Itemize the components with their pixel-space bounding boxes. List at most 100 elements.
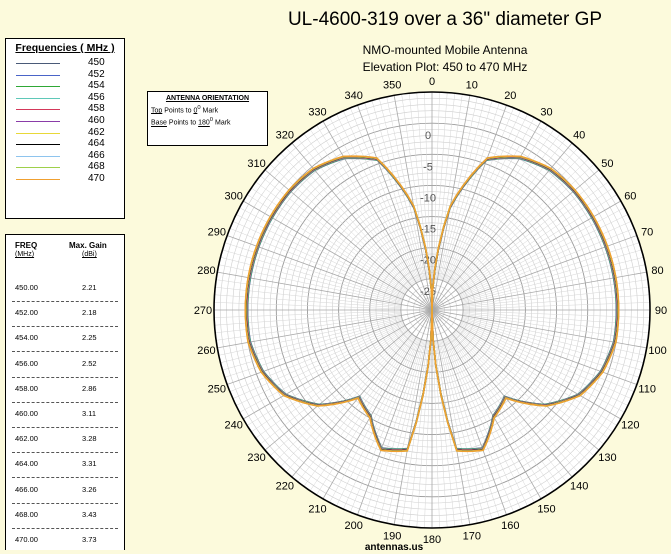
grid-spoke-major — [431, 309, 542, 499]
row-divider — [12, 326, 118, 328]
grid-spoke — [371, 100, 424, 281]
angle-tick-label: 100 — [648, 345, 666, 357]
grid-spoke — [297, 334, 414, 482]
row-divider — [12, 502, 118, 504]
grid-spoke — [454, 158, 589, 289]
grid-spoke — [443, 338, 514, 513]
legend-label: 462 — [88, 126, 105, 138]
angle-tick-label: 80 — [651, 265, 663, 277]
legend-item: 466 — [16, 150, 121, 161]
grid-spoke-major — [431, 309, 621, 420]
grid-spoke — [246, 326, 406, 426]
grid-spoke — [438, 340, 478, 524]
grid-spoke — [303, 133, 414, 285]
grid-spoke — [364, 102, 423, 281]
legend-item: 462 — [16, 126, 121, 138]
pattern-series-470 — [244, 155, 620, 453]
table-row: 450.00 2.21 — [6, 277, 124, 302]
freq-cell: 462.00 — [15, 434, 38, 444]
grid-spoke-major — [217, 271, 433, 311]
grid-spoke — [350, 107, 421, 282]
grid-spoke — [275, 331, 410, 462]
gain-cell: 2.18 — [82, 308, 97, 318]
grid-spoke — [336, 337, 419, 507]
grid-spoke — [444, 338, 521, 510]
gain-table: FREQ (MHz) Max. Gain (dBi) 450.00 2.21 452… — [5, 234, 125, 550]
angle-tick-label: 70 — [641, 227, 653, 239]
grid-spoke — [401, 94, 428, 280]
legend-header: Frequencies ( MHz ) — [15, 42, 115, 54]
grid-spoke — [329, 337, 418, 503]
angle-tick-label: 180 — [423, 534, 441, 546]
grid-spoke — [343, 338, 420, 510]
legend-label: 470 — [88, 173, 105, 184]
freq-cell: 452.00 — [15, 308, 38, 318]
freq-header: FREQ — [15, 241, 38, 250]
legend-swatch — [16, 179, 60, 180]
row-divider — [12, 401, 118, 403]
grid-spoke — [460, 322, 632, 399]
angle-tick-label: 40 — [573, 130, 585, 142]
grid-spoke — [449, 129, 555, 285]
grid-spoke — [424, 341, 432, 528]
grid-spoke-major — [431, 309, 471, 525]
grid-spoke-major — [357, 105, 433, 311]
gain-cell: 2.21 — [82, 283, 97, 292]
freq-cell: 466.00 — [15, 484, 38, 494]
legend-swatch — [16, 121, 60, 122]
grid-spoke — [450, 335, 561, 487]
angle-tick-label: 50 — [601, 158, 613, 170]
freq-cell: 460.00 — [15, 409, 38, 418]
grid-spoke — [222, 318, 403, 371]
angle-tick-label: 340 — [344, 90, 362, 102]
grid-spoke — [461, 319, 640, 378]
legend-swatch — [16, 109, 60, 111]
grid-spoke — [450, 138, 567, 286]
grid-spoke — [457, 327, 613, 433]
grid-spoke — [432, 341, 440, 528]
angle-tick-label: 200 — [344, 520, 362, 532]
grid-spoke — [350, 338, 421, 513]
grid-spoke — [448, 336, 548, 496]
grid-spoke — [303, 335, 414, 487]
legend-swatch — [16, 144, 60, 146]
legend-item: 452 — [16, 69, 121, 80]
grid-spoke-major — [431, 121, 542, 311]
grid-spoke — [441, 102, 500, 281]
grid-spoke — [456, 328, 604, 445]
grid-spoke — [462, 316, 646, 356]
radial-tick-label: -10 — [420, 192, 436, 204]
grid-spoke — [458, 326, 618, 426]
grid-spoke — [285, 147, 412, 288]
gain-cell: 2.86 — [82, 383, 97, 393]
gain-cell: 3.31 — [82, 459, 97, 469]
freq-cell: 464.00 — [15, 459, 38, 469]
table-row: 456.00 2.52 — [6, 353, 124, 378]
grid-spoke-major — [431, 105, 507, 311]
grid-spoke-major — [243, 200, 433, 311]
angle-tick-label: 160 — [501, 520, 519, 532]
table-row: 452.00 2.18 — [6, 302, 124, 328]
legend-label: 464 — [88, 138, 105, 150]
grid-spoke-major — [431, 309, 507, 515]
grid-spoke-major — [431, 309, 600, 451]
gain-cell: 2.25 — [82, 333, 97, 343]
row-divider — [12, 527, 118, 529]
table-row: 454.00 2.25 — [6, 327, 124, 353]
grid-spoke-major — [264, 309, 433, 451]
angle-tick-label: 10 — [466, 79, 478, 91]
grid-spoke — [444, 110, 521, 282]
freq-cell: 456.00 — [15, 358, 38, 368]
grid-spoke — [443, 107, 514, 282]
gain-cell: 3.26 — [82, 484, 97, 494]
angle-tick-label: 190 — [383, 531, 401, 543]
grid-spoke — [454, 331, 589, 462]
angle-tick-label: 210 — [308, 503, 326, 515]
freq-cell: 468.00 — [15, 509, 38, 519]
angle-tick-label: 300 — [225, 191, 243, 203]
legend-label: 458 — [88, 103, 105, 115]
row-divider — [12, 427, 118, 428]
grid-spoke — [232, 322, 404, 399]
